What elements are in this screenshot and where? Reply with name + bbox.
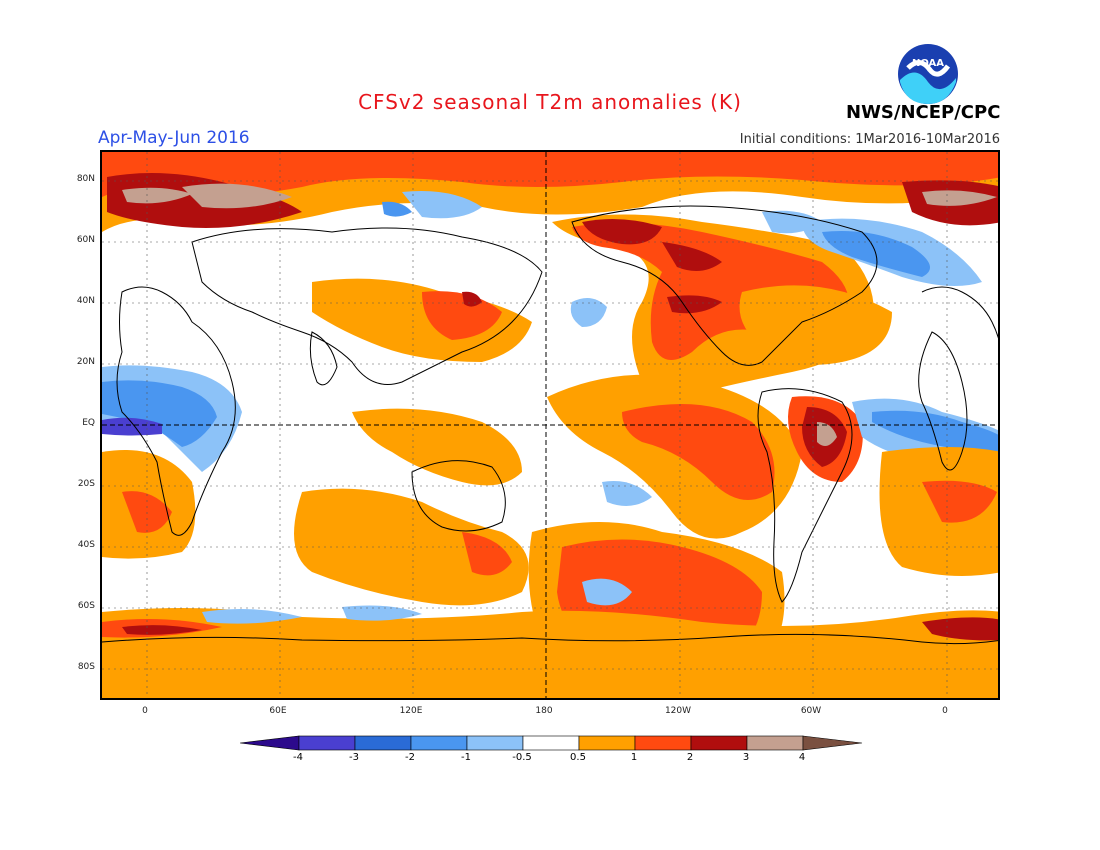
colorbar-cell	[522, 735, 580, 751]
colorbar	[239, 735, 863, 751]
legend-label: -3	[349, 752, 359, 763]
colorbar-cell	[466, 735, 524, 751]
lat-label: 40N	[76, 296, 95, 306]
legend-label: 0.5	[570, 752, 586, 763]
lat-label: 60N	[76, 235, 95, 245]
legend-label: 4	[798, 752, 806, 763]
anomaly-map	[100, 150, 1000, 700]
lat-label: 20N	[76, 357, 95, 367]
equator-dateline	[102, 152, 998, 698]
legend-label: -2	[405, 752, 415, 763]
lon-label: 120W	[664, 706, 692, 716]
lon-label: 60W	[800, 706, 822, 716]
colorbar-cell	[746, 735, 804, 751]
colorbar-cell	[802, 735, 863, 751]
noaa-logo: NOAA	[898, 44, 958, 104]
lon-label: 60E	[269, 706, 287, 716]
lon-label: 0	[142, 706, 148, 716]
initial-conditions-label: Initial conditions: 1Mar2016-10Mar2016	[739, 132, 1000, 147]
coastlines	[102, 205, 998, 645]
colorbar-cell	[410, 735, 468, 751]
legend-label: 1	[630, 752, 638, 763]
colorbar-cell	[690, 735, 748, 751]
legend-label: -0.5	[512, 752, 532, 763]
lat-label: 60S	[77, 601, 95, 611]
legend-label: 3	[742, 752, 750, 763]
anomaly-patches	[102, 152, 998, 698]
legend-label: 2	[686, 752, 694, 763]
lon-label: 0	[942, 706, 948, 716]
anomaly-field	[102, 152, 998, 698]
graticule	[102, 152, 998, 698]
colorbar-cell	[298, 735, 356, 751]
lat-label: 40S	[77, 540, 95, 550]
colorbar-cell	[354, 735, 412, 751]
lon-label: 180	[535, 706, 553, 716]
colorbar-cell	[634, 735, 692, 751]
colorbar-cell	[578, 735, 636, 751]
legend-label: -4	[293, 752, 303, 763]
lon-label: 120E	[399, 706, 423, 716]
logo-text: NOAA	[912, 58, 944, 69]
lat-label: 20S	[77, 479, 95, 489]
agency-label: NWS/NCEP/CPC	[846, 102, 1001, 123]
lat-label: EQ	[82, 418, 95, 428]
season-label: Apr-May-Jun 2016	[98, 128, 250, 148]
colorbar-legend	[239, 734, 865, 756]
legend-label: -1	[461, 752, 471, 763]
colorbar-cell	[239, 735, 300, 751]
map-title: CFSv2 seasonal T2m anomalies (K)	[358, 90, 742, 114]
lat-label: 80S	[77, 662, 95, 672]
lat-label: 80N	[76, 174, 95, 184]
